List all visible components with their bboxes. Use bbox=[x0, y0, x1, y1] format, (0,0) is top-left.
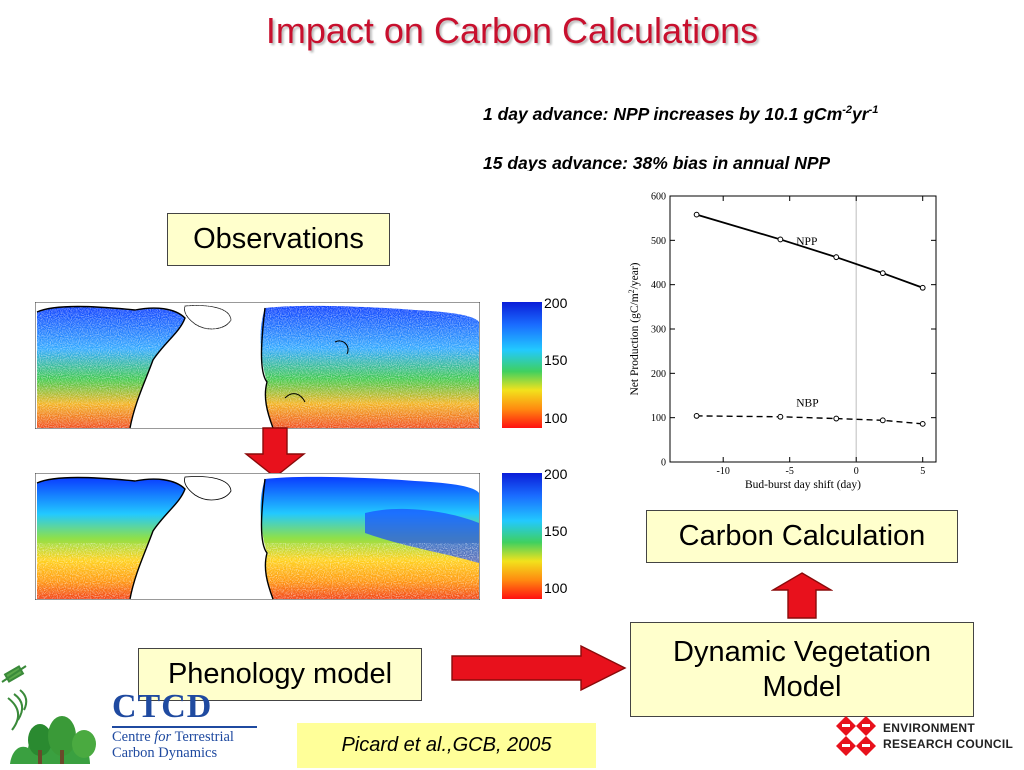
y-tick-label: 100 bbox=[651, 413, 666, 424]
right-arrow-icon bbox=[451, 644, 627, 692]
erc-line-2: RESEARCH COUNCIL bbox=[883, 737, 1014, 752]
up-arrow-icon bbox=[770, 572, 834, 620]
y-tick-label: 600 bbox=[651, 192, 666, 203]
npp-nbp-chart: -10 -5 0 5 0 100 200 300 400 500 600 NPP NBP Bud-bu… bbox=[626, 188, 946, 498]
dgvm-line-2: Model bbox=[762, 670, 842, 703]
npp-increase-note: 1 day advance: NPP increases by 10.1 gCm… bbox=[483, 104, 878, 125]
colorbar-tick-150-b: 150 bbox=[544, 523, 568, 539]
erc-name: ENVIRONMENT RESEARCH COUNCIL bbox=[883, 720, 1013, 752]
note-text: 1 day advance: NPP increases by 10.1 gCm bbox=[483, 104, 843, 124]
series-label-nbp: NBP bbox=[796, 398, 818, 410]
colorbar-tick-100: 100 bbox=[544, 410, 568, 426]
y-label-text: Net Production (gC/m bbox=[629, 293, 641, 395]
colorbar-modelled bbox=[502, 473, 542, 599]
data-point-npp bbox=[777, 236, 784, 243]
ctcd-name-line-2: Carbon Dynamics bbox=[112, 744, 218, 761]
data-point-nbp bbox=[777, 413, 784, 420]
note-superscript: -2 bbox=[842, 104, 853, 117]
data-point-nbp bbox=[833, 415, 840, 422]
y-tick-label: 500 bbox=[651, 236, 666, 247]
x-axis-label: Bud-burst day shift (day) bbox=[745, 479, 861, 491]
ctcd-name: Centre for Terrestrial Carbon Dynamics bbox=[112, 729, 234, 762]
bias-note: 15 days advance: 38% bias in annual NPP bbox=[483, 153, 831, 171]
colorbar-tick-100-b: 100 bbox=[544, 580, 568, 596]
data-point-npp bbox=[879, 270, 886, 277]
y-axis-label: Net Production (gC/m2/year) bbox=[627, 262, 641, 395]
citation: Picard et al.,GCB, 2005 bbox=[297, 723, 596, 768]
y-tick-label: 300 bbox=[651, 325, 666, 336]
colorbar-tick-150: 150 bbox=[544, 352, 568, 368]
phenology-model-box: Phenology model bbox=[138, 648, 422, 701]
series-label-npp: NPP bbox=[796, 236, 817, 248]
ctcd-name-line-1: Centre for Terrestrial bbox=[112, 729, 234, 746]
data-point-npp bbox=[693, 211, 700, 218]
y-tick-label: 200 bbox=[651, 369, 666, 380]
data-point-nbp bbox=[693, 412, 700, 419]
ctcd-word-for: for bbox=[154, 729, 172, 745]
colorbar-observed bbox=[502, 302, 542, 428]
erc-logo-icon bbox=[834, 714, 878, 758]
x-tick-label: 0 bbox=[854, 466, 859, 477]
data-point-npp bbox=[919, 284, 926, 291]
y-tick-label: 400 bbox=[651, 280, 666, 291]
data-point-nbp bbox=[919, 420, 926, 427]
x-tick-label: 5 bbox=[920, 466, 925, 477]
x-tick-label: -10 bbox=[717, 466, 730, 477]
colorbar-tick-200-b: 200 bbox=[544, 466, 568, 482]
series-line-nbp bbox=[696, 415, 923, 425]
dynamic-vegetation-model-box: Dynamic Vegetation Model bbox=[630, 622, 974, 717]
ctcd-word-terrestrial: Terrestrial bbox=[171, 729, 234, 745]
data-point-nbp bbox=[879, 417, 886, 424]
series-line-npp bbox=[696, 213, 924, 289]
observations-box: Observations bbox=[167, 213, 390, 266]
note-text-unit: yr bbox=[852, 104, 869, 124]
modelled-map bbox=[35, 473, 480, 600]
y-label-unit: /year) bbox=[629, 262, 641, 289]
down-arrow-icon bbox=[243, 427, 307, 479]
colorbar-tick-200: 200 bbox=[544, 295, 568, 311]
note-superscript-2: -1 bbox=[868, 104, 879, 117]
slide-title: Impact on Carbon Calculations bbox=[265, 10, 759, 51]
y-label-superscript: 2 bbox=[627, 289, 636, 293]
ctcd-divider bbox=[112, 726, 257, 728]
erc-line-1: ENVIRONMENT bbox=[883, 721, 975, 735]
ctcd-word-centre: Centre bbox=[112, 729, 155, 745]
data-point-npp bbox=[833, 254, 840, 261]
observed-map bbox=[35, 302, 480, 429]
y-tick-label: 0 bbox=[661, 458, 666, 469]
ctcd-tree-logo-icon bbox=[0, 660, 112, 765]
ctcd-acronym: CTCD bbox=[112, 688, 213, 725]
carbon-calculation-box: Carbon Calculation bbox=[646, 510, 958, 563]
x-tick-label: -5 bbox=[786, 466, 794, 477]
dgvm-line-1: Dynamic Vegetation bbox=[673, 636, 931, 669]
